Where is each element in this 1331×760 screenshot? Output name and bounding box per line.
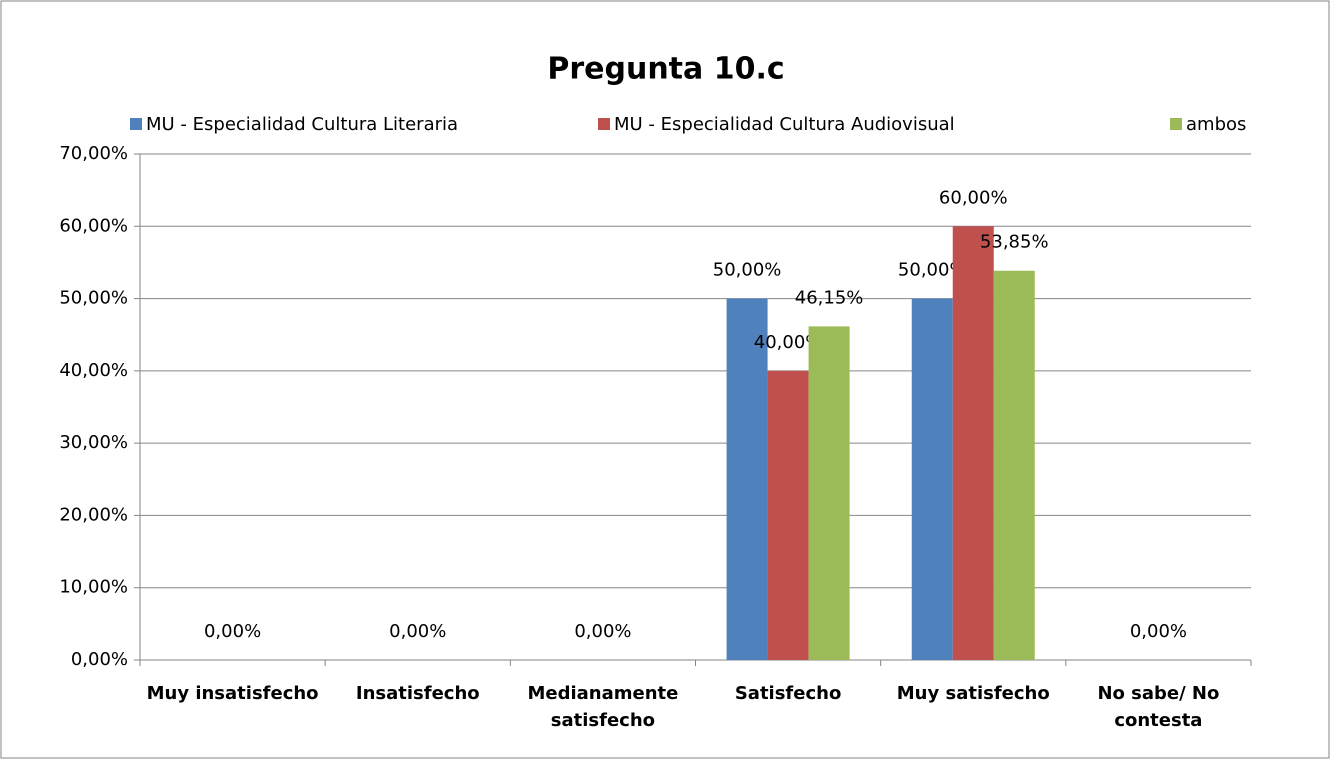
data-label: 0,00%	[574, 621, 631, 642]
x-tick-label: Muy satisfecho	[896, 683, 1050, 704]
legend-label: MU - Especialidad Cultura Audiovisual	[614, 114, 955, 135]
y-tick-label: 60,00%	[59, 215, 128, 236]
data-label: 60,00%	[939, 187, 1008, 208]
y-tick-label: 40,00%	[59, 360, 128, 381]
y-tick-label: 70,00%	[59, 143, 128, 164]
data-label: 0,00%	[389, 621, 446, 642]
legend-swatch	[130, 118, 142, 130]
data-label: 53,85%	[980, 232, 1049, 253]
data-label: 0,00%	[204, 621, 261, 642]
bar	[952, 226, 994, 661]
legend-label: ambos	[1186, 114, 1246, 135]
data-label: 0,00%	[1130, 621, 1187, 642]
bar	[993, 270, 1035, 660]
legend-swatch	[598, 118, 610, 130]
bar	[726, 298, 768, 660]
x-tick-label: Insatisfecho	[355, 683, 480, 704]
y-tick-label: 0,00%	[71, 649, 128, 670]
bar	[767, 370, 809, 660]
data-label: 50,00%	[713, 260, 782, 281]
y-tick-label: 30,00%	[59, 432, 128, 453]
y-tick-label: 50,00%	[59, 288, 128, 309]
x-tick-label: Satisfecho	[734, 683, 842, 704]
chart-title: Pregunta 10.c	[547, 52, 784, 87]
data-label: 50,00%	[898, 260, 967, 281]
y-tick-label: 20,00%	[59, 504, 128, 525]
bar	[911, 298, 953, 660]
legend-label: MU - Especialidad Cultura Literaria	[146, 114, 458, 135]
data-label: 40,00%	[754, 332, 823, 353]
data-label: 46,15%	[795, 287, 864, 308]
x-tick-label: Muy insatisfecho	[146, 683, 319, 704]
y-tick-label: 10,00%	[59, 577, 128, 598]
x-tick-label: No sabe/ No contesta	[1097, 683, 1220, 731]
x-tick-label: Medianamente satisfecho	[527, 683, 679, 731]
legend-swatch	[1170, 118, 1182, 130]
bar	[808, 326, 850, 660]
